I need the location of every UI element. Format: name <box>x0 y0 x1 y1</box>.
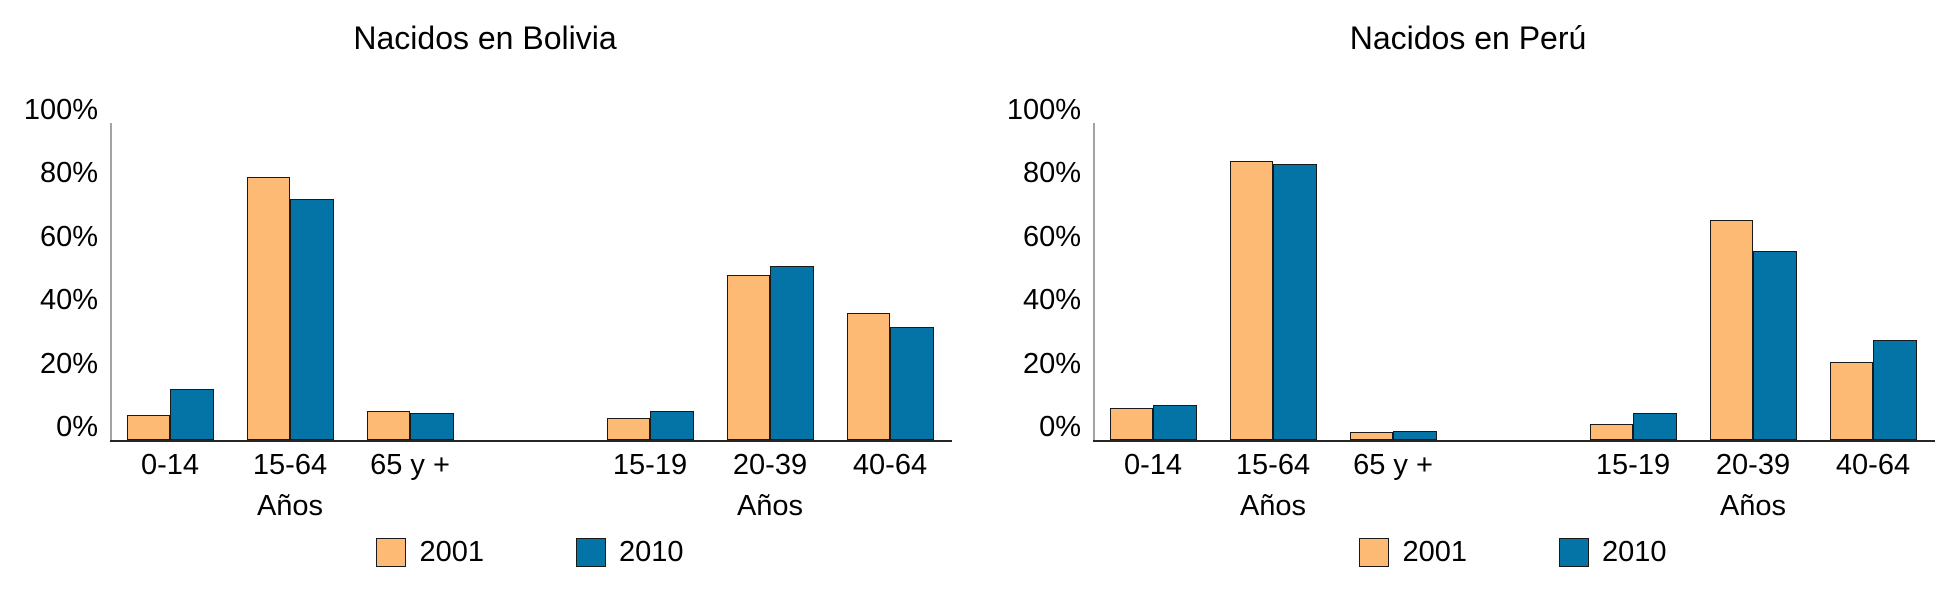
legend-item-2001: 2001 <box>1359 537 1467 567</box>
bar-2001-15-19 <box>1590 424 1633 440</box>
chart-nacidos-en-bolivia: Nacidos en Bolivia 2001 2010 0% 20% 40% 60% 8… <box>23 20 952 567</box>
legend-swatch-2001 <box>1359 537 1390 567</box>
bar-2001-20-39 <box>1710 219 1753 440</box>
bar-2010-15-19 <box>1633 413 1677 440</box>
bar-2010-15-64 <box>290 199 334 440</box>
chart-title: Nacidos en Perú <box>1349 20 1587 56</box>
y-tick-label: 80% <box>1022 157 1081 190</box>
bar-2010-15-64 <box>1273 164 1317 440</box>
bar-2010-40-64 <box>890 327 934 440</box>
y-tick-label: 40% <box>39 284 98 317</box>
bar-2010-0-14 <box>170 389 214 440</box>
x-category-label: 15-64 <box>1235 449 1311 481</box>
y-tick-label: 20% <box>39 347 98 380</box>
y-tick-label: 80% <box>39 157 98 190</box>
x-axis-group-label: Años <box>256 490 324 522</box>
chart-nacidos-en-peru: Nacidos en Perú 2001 2010 0% 20% 40% 60% 80% 1… <box>983 0 1959 606</box>
y-axis <box>1093 123 1095 440</box>
x-category-label: 0-14 <box>140 449 200 481</box>
y-tick-label: 0% <box>56 411 98 443</box>
x-category-label: 15-19 <box>1595 449 1671 481</box>
bar-2001-0-14 <box>1110 408 1153 440</box>
y-tick-label: 40% <box>1022 284 1081 317</box>
y-axis <box>110 123 112 440</box>
chart-title: Nacidos en Bolivia <box>353 20 617 56</box>
y-tick-label: 60% <box>39 220 98 253</box>
bar-2010-20-39 <box>1753 251 1797 440</box>
legend-label: 2001 <box>419 536 484 568</box>
x-axis <box>1093 440 1935 442</box>
x-axis-group-label: Años <box>1239 490 1307 522</box>
bar-2010-0-14 <box>1153 405 1197 440</box>
bar-2001-20-39 <box>727 275 770 440</box>
legend-label: 2010 <box>619 536 684 568</box>
x-category-label: 20-39 <box>732 449 808 481</box>
y-tick-label: 100% <box>1006 94 1081 126</box>
x-category-label: 65 y + <box>1353 449 1433 481</box>
x-category-label: 65 y + <box>370 449 450 481</box>
legend: 2001 2010 <box>1093 537 1933 567</box>
legend: 2001 2010 <box>110 537 950 567</box>
x-category-label: 40-64 <box>852 449 928 481</box>
bar-2010-65y+ <box>410 413 454 440</box>
bar-2010-65y+ <box>1393 430 1437 440</box>
bar-2001-15-64 <box>1230 161 1273 440</box>
x-category-label: 20-39 <box>1715 449 1791 481</box>
y-tick-label: 20% <box>1022 347 1081 380</box>
bar-2001-15-64 <box>247 176 290 440</box>
bar-2001-65y+ <box>1350 432 1393 440</box>
legend-swatch-2010 <box>576 537 606 567</box>
legend-item-2010: 2010 <box>1559 537 1667 567</box>
y-tick-label: 60% <box>1022 220 1081 253</box>
x-category-label: 15-64 <box>252 449 328 481</box>
plot-area <box>110 123 952 442</box>
x-axis <box>110 440 952 442</box>
bar-2001-65y+ <box>367 411 410 440</box>
legend-swatch-2001 <box>376 537 407 567</box>
bar-2001-0-14 <box>127 414 170 440</box>
bar-2010-20-39 <box>770 265 814 440</box>
legend-swatch-2010 <box>1559 537 1589 567</box>
x-axis-group-label: Años <box>736 490 804 522</box>
legend-label: 2010 <box>1602 536 1667 568</box>
legend-item-2001: 2001 <box>376 537 484 567</box>
x-axis-group-label: Años <box>1719 490 1787 522</box>
x-category-label: 15-19 <box>612 449 688 481</box>
bar-2001-40-64 <box>847 313 890 440</box>
y-tick-label: 100% <box>23 94 98 126</box>
bar-2001-15-19 <box>607 417 650 440</box>
legend-label: 2001 <box>1402 536 1467 568</box>
legend-item-2010: 2010 <box>576 537 684 567</box>
bar-2010-15-19 <box>650 411 694 440</box>
bar-2010-40-64 <box>1873 340 1917 440</box>
bar-2001-40-64 <box>1830 362 1873 440</box>
x-category-label: 40-64 <box>1835 449 1911 481</box>
x-category-label: 0-14 <box>1123 449 1183 481</box>
plot-area <box>1093 123 1935 442</box>
y-tick-label: 0% <box>1039 411 1081 443</box>
